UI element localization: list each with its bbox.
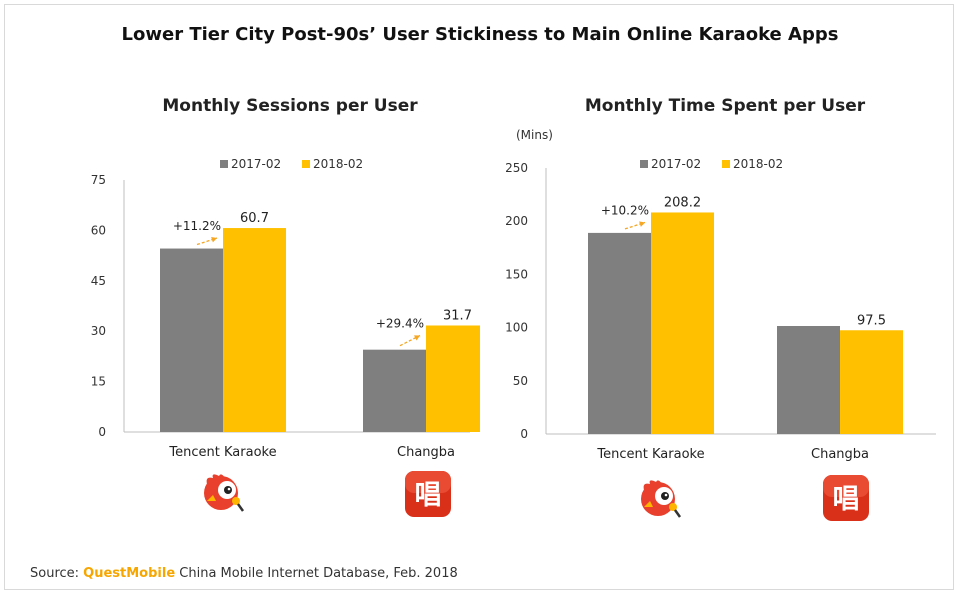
growth-label: +11.2% <box>173 219 221 233</box>
data-label: 208.2 <box>664 195 701 210</box>
time-spent-bar-chart: 0 50 100 150 200 250 2017-02 2018-02 208.2 +10.2%… <box>505 157 936 462</box>
legend-label-2017-02: 2017-02 <box>231 157 281 171</box>
changba-glyph: 唱 <box>415 480 442 511</box>
y-tick-label: 250 <box>505 161 528 175</box>
bar-2018-02-tencent-karaoke <box>223 228 286 432</box>
bar-2017-02-changba <box>777 326 840 434</box>
y-tick-label: 100 <box>505 321 528 335</box>
legend-swatch-2017-02 <box>640 160 648 168</box>
sessions-bar-chart: 0 15 30 45 60 75 2017-02 2018-02 60.7 +11.2% Tence… <box>91 157 480 460</box>
category-label: Tencent Karaoke <box>168 445 276 460</box>
source-prefix: Source: <box>30 566 84 581</box>
y-tick-label: 15 <box>91 375 106 389</box>
growth-label: +29.4% <box>376 316 424 330</box>
source-rest: China Mobile Internet Database, Feb. 201… <box>175 566 458 581</box>
legend-swatch-2018-02 <box>302 160 310 168</box>
chart-title-time-spent: Monthly Time Spent per User <box>584 96 866 116</box>
y-tick-label: 30 <box>91 324 106 338</box>
bar-2018-02-changba <box>840 330 903 434</box>
changba-glyph: 唱 <box>833 484 860 515</box>
y-tick-label: 50 <box>513 374 528 388</box>
growth-arrow <box>399 334 421 347</box>
main-title: Lower Tier City Post-90s’ User Stickines… <box>121 24 839 45</box>
growth-arrow-head <box>639 221 645 227</box>
legend-label-2018-02: 2018-02 <box>733 157 783 171</box>
legend-label-2018-02: 2018-02 <box>313 157 363 171</box>
changba-sing-icon: 唱 <box>404 470 452 518</box>
growth-arrow-head <box>211 236 217 243</box>
y-tick-label: 45 <box>91 274 106 288</box>
y-axis-unit-label: (Mins) <box>516 128 553 142</box>
y-tick-label: 0 <box>98 425 106 439</box>
legend-swatch-2018-02 <box>722 160 730 168</box>
growth-arrow-head <box>414 335 420 341</box>
tencent-karaoke-bird-icon <box>636 474 684 522</box>
y-tick-label: 0 <box>520 427 528 441</box>
legend-swatch-2017-02 <box>220 160 228 168</box>
bar-2017-02-tencent-karaoke <box>160 248 223 432</box>
category-label: Tencent Karaoke <box>596 447 704 462</box>
y-tick-label: 200 <box>505 214 528 228</box>
growth-label: +10.2% <box>601 203 649 217</box>
tencent-karaoke-bird-icon <box>199 468 247 516</box>
chart-title-sessions: Monthly Sessions per User <box>162 96 418 116</box>
y-tick-label: 75 <box>91 173 106 187</box>
source-brand: QuestMobile <box>83 566 176 581</box>
category-label: Changba <box>811 447 869 462</box>
bar-2017-02-changba <box>363 349 426 432</box>
bar-2018-02-tencent-karaoke <box>651 212 714 434</box>
legend-label-2017-02: 2017-02 <box>651 157 701 171</box>
category-label: Changba <box>397 445 455 460</box>
chart-frame <box>4 4 954 590</box>
data-label: 97.5 <box>857 313 886 328</box>
source-note: Source: QuestMobile China Mobile Interne… <box>30 566 458 581</box>
data-label: 31.7 <box>443 308 472 323</box>
changba-sing-icon: 唱 <box>822 474 870 522</box>
y-tick-label: 60 <box>91 223 106 237</box>
bar-2017-02-tencent-karaoke <box>588 232 651 434</box>
y-tick-label: 150 <box>505 267 528 281</box>
data-label: 60.7 <box>240 211 269 226</box>
bar-2018-02-changba <box>426 325 480 432</box>
